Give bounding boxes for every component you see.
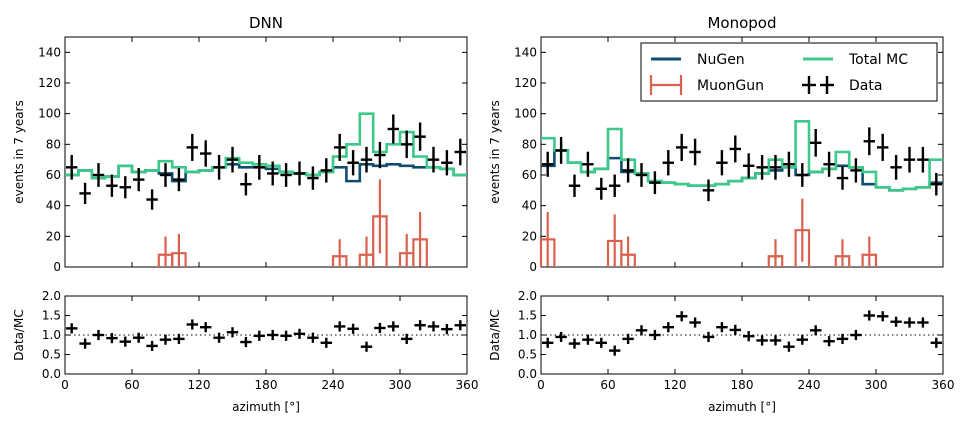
- y-tick-label: 40: [46, 199, 61, 213]
- y-tick-label: 20: [46, 229, 61, 243]
- x-tick-label: 0: [537, 378, 545, 392]
- legend-label-nugen: NuGen: [697, 52, 745, 68]
- ratio-y-tick-label: 2.0: [42, 289, 61, 303]
- y-tick-label: 60: [522, 168, 537, 182]
- legend-label-muongun: MuonGun: [697, 78, 764, 94]
- panel-dnn: DNN 0 20 40 60 80 100 120 140 events in 7 years 0.…: [12, 14, 478, 414]
- ratio-y-tick-label: 2.0: [518, 289, 537, 303]
- y-tick-label: 40: [522, 199, 537, 213]
- ratio-y-axis-label: Data/MC: [12, 309, 26, 360]
- chart-title: DNN: [249, 14, 283, 32]
- ratio-y-tick-label: 0.5: [518, 348, 537, 362]
- y-tick-label: 20: [522, 229, 537, 243]
- y-axis-label: events in 7 years: [12, 100, 26, 203]
- ratio-panel: 0.0 0.5 1.0 1.5 2.0 0 60 120 180 240 300 360 Data/MC…: [488, 289, 954, 414]
- x-tick-label: 180: [255, 378, 278, 392]
- legend-label-data: Data: [849, 78, 882, 94]
- ratio-y-tick-label: 0.0: [42, 367, 61, 381]
- y-tick-label: 140: [514, 45, 537, 59]
- legend-box: [640, 42, 938, 102]
- x-tick-label: 0: [61, 378, 69, 392]
- x-tick-label: 240: [322, 378, 345, 392]
- y-tick-label: 0: [53, 260, 61, 274]
- ratio-y-tick-label: 1.0: [518, 328, 537, 342]
- ratio-y-tick-label: 1.5: [518, 309, 537, 323]
- x-tick-label: 240: [798, 378, 821, 392]
- x-axis-label: azimuth [°]: [232, 400, 300, 414]
- legend-label-total-mc: Total MC: [848, 52, 908, 68]
- x-tick-label: 360: [932, 378, 955, 392]
- legend: NuGen Total MC MuonGun Data: [640, 42, 938, 102]
- y-tick-label: 80: [46, 137, 61, 151]
- x-tick-label: 60: [124, 378, 139, 392]
- series-total-mc-step: [541, 120, 943, 192]
- panel-monopod: Monopod 0 20 40 60 80 100 120 140 events in 7 yea…: [488, 14, 954, 414]
- y-tick-label: 120: [514, 76, 537, 90]
- ratio-y-tick-label: 0.0: [518, 367, 537, 381]
- ratio-panel: 0.0 0.5 1.0 1.5 2.0 0 60 120 180 240 300 360 Data/MC…: [12, 289, 478, 414]
- y-tick-label: 120: [38, 76, 61, 90]
- x-tick-label: 60: [600, 378, 615, 392]
- y-tick-label: 80: [522, 137, 537, 151]
- x-tick-label: 360: [456, 378, 479, 392]
- series-muongun: [157, 179, 428, 267]
- y-tick-label: 140: [38, 45, 61, 59]
- series-total-mc-step: [65, 112, 467, 180]
- chart-title: Monopod: [707, 14, 776, 32]
- x-tick-label: 180: [731, 378, 754, 392]
- ratio-axes-frame: [540, 295, 944, 375]
- ratio-y-tick-label: 1.0: [42, 328, 61, 342]
- x-tick-label: 120: [188, 378, 211, 392]
- ratio-y-axis-label: Data/MC: [488, 309, 502, 360]
- y-tick-label: 100: [514, 107, 537, 121]
- x-tick-label: 300: [389, 378, 412, 392]
- y-tick-label: 0: [529, 260, 537, 274]
- x-tick-label: 120: [664, 378, 687, 392]
- series-data: [66, 114, 466, 210]
- ratio-y-tick-label: 1.5: [42, 309, 61, 323]
- x-tick-label: 300: [865, 378, 888, 392]
- y-axis-label: events in 7 years: [488, 100, 502, 203]
- y-tick-label: 100: [38, 107, 61, 121]
- ratio-y-tick-label: 0.5: [42, 348, 61, 362]
- y-tick-label: 60: [46, 168, 61, 182]
- series-muongun: [539, 198, 878, 267]
- x-axis-label: azimuth [°]: [708, 400, 776, 414]
- series-data: [542, 127, 942, 202]
